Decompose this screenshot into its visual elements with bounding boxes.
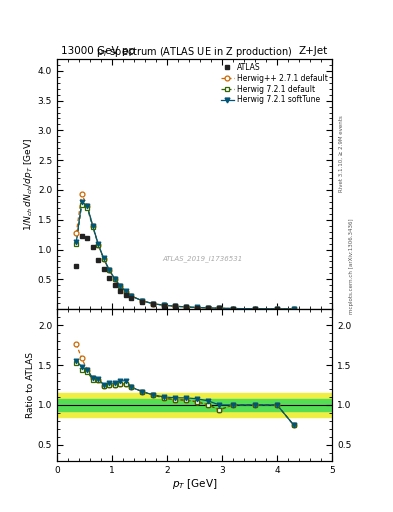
Text: mcplots.cern.ch [arXiv:1306.3436]: mcplots.cern.ch [arXiv:1306.3436] <box>349 219 354 314</box>
Text: Rivet 3.1.10, ≥ 2.9M events: Rivet 3.1.10, ≥ 2.9M events <box>339 115 344 192</box>
Text: Z+Jet: Z+Jet <box>299 46 328 56</box>
Text: ATLAS_2019_I1736531: ATLAS_2019_I1736531 <box>163 255 243 263</box>
Bar <box>57 399 332 411</box>
Title: p$_T$ spectrum (ATLAS UE in Z production): p$_T$ spectrum (ATLAS UE in Z production… <box>96 45 293 59</box>
Y-axis label: Ratio to ATLAS: Ratio to ATLAS <box>26 352 35 418</box>
X-axis label: $p_T$ [GeV]: $p_T$ [GeV] <box>172 477 217 492</box>
Legend: ATLAS, Herwig++ 2.7.1 default, Herwig 7.2.1 default, Herwig 7.2.1 softTune: ATLAS, Herwig++ 2.7.1 default, Herwig 7.… <box>219 61 330 106</box>
Y-axis label: $1/N_{ch}\,dN_{ch}/dp_T$ [GeV]: $1/N_{ch}\,dN_{ch}/dp_T$ [GeV] <box>22 137 35 230</box>
Text: 13000 GeV pp: 13000 GeV pp <box>61 46 135 56</box>
Bar <box>57 393 332 417</box>
